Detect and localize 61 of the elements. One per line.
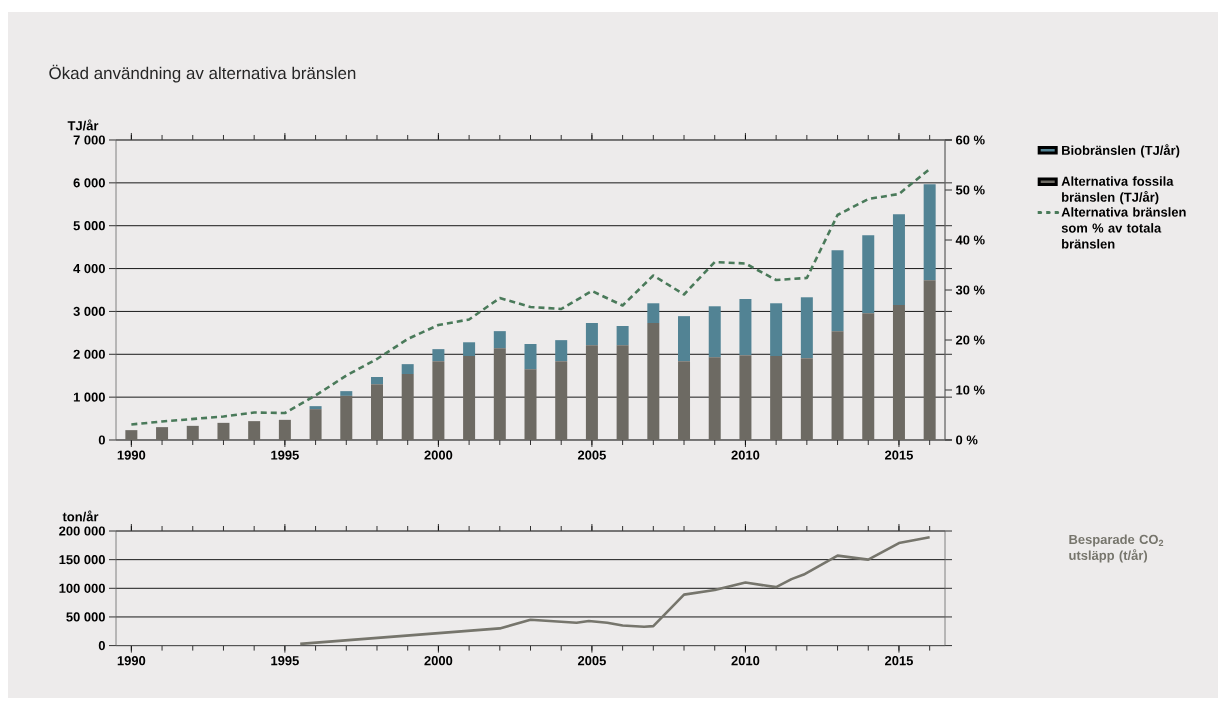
y2-tick-label: 20 % xyxy=(955,335,985,345)
bar xyxy=(739,299,752,356)
bar xyxy=(862,235,875,314)
y-tick-label: 4 000 xyxy=(73,263,105,274)
bar xyxy=(340,391,353,396)
y-tick-label: 7 000 xyxy=(73,135,105,145)
x-tick-label: 2000 xyxy=(424,656,453,666)
line-series xyxy=(298,536,931,646)
y2-tick-label: 0 % xyxy=(956,435,978,445)
bar xyxy=(770,303,783,356)
bar xyxy=(708,306,721,358)
bar xyxy=(524,344,537,370)
y-tick-label: 150 000 xyxy=(59,555,105,565)
y-tick-label: 3 000 xyxy=(73,306,105,317)
bar xyxy=(432,349,445,362)
x-tick-label: 2015 xyxy=(885,656,913,666)
bar xyxy=(647,303,660,323)
bar xyxy=(892,214,905,305)
y-tick-label: 5 000 xyxy=(73,221,105,231)
y-tick-label: 50 000 xyxy=(66,612,105,622)
legend-label: Alternativa fossila bränslen (TJ/år) xyxy=(1061,176,1174,205)
y-tick-label: 0 xyxy=(98,641,105,651)
y-tick-label: 200 000 xyxy=(59,526,105,536)
bar xyxy=(309,406,322,410)
x-tick-label: 2005 xyxy=(577,656,606,666)
bar xyxy=(401,364,414,374)
bar xyxy=(800,297,813,359)
chart-title: Ökad användning av alternativa bränslen xyxy=(49,64,356,83)
bar xyxy=(555,340,568,362)
y-tick-label: 0 xyxy=(98,435,105,445)
x-tick-label: 1990 xyxy=(117,656,146,666)
y2-tick-label: 30 % xyxy=(955,285,985,295)
y2-tick-label: 40 % xyxy=(955,235,985,245)
bar xyxy=(616,326,629,346)
y2-tick-label: 60 % xyxy=(955,135,985,145)
bar xyxy=(585,323,598,346)
x-tick-label: 2010 xyxy=(731,656,760,666)
y-tick-label: 6 000 xyxy=(73,178,105,188)
bar xyxy=(370,377,383,385)
x-tick-label: 2005 xyxy=(577,450,606,460)
bar xyxy=(493,331,506,349)
y2-tick-label: 50 % xyxy=(955,185,985,195)
x-tick-label: 1995 xyxy=(271,656,299,666)
y-tick-label: 2 000 xyxy=(73,349,105,359)
x-tick-label: 2000 xyxy=(424,450,453,460)
bar xyxy=(831,250,844,332)
legend-label: Biobränslen (TJ/år) xyxy=(1062,144,1180,158)
bar xyxy=(463,342,476,356)
text: Besparade CO$_{2}$ utsläpp (t/år) xyxy=(1069,534,1164,563)
y2-tick-label: 10 % xyxy=(956,385,985,395)
y-axis-title: TJ/år xyxy=(67,119,99,131)
y-tick-label: 100 000 xyxy=(59,583,105,593)
legend-label: Alternativa bränslen som % av totala bränslen xyxy=(1061,207,1186,249)
bar xyxy=(923,184,936,281)
x-tick-label: 1995 xyxy=(271,450,299,460)
x-tick-label: 2010 xyxy=(731,450,760,460)
y-tick-label: 1 000 xyxy=(73,392,105,402)
x-tick-label: 1990 xyxy=(117,450,146,460)
y-axis-title: ton/år xyxy=(62,510,99,522)
x-tick-label: 2015 xyxy=(885,450,913,460)
bar xyxy=(678,316,691,362)
